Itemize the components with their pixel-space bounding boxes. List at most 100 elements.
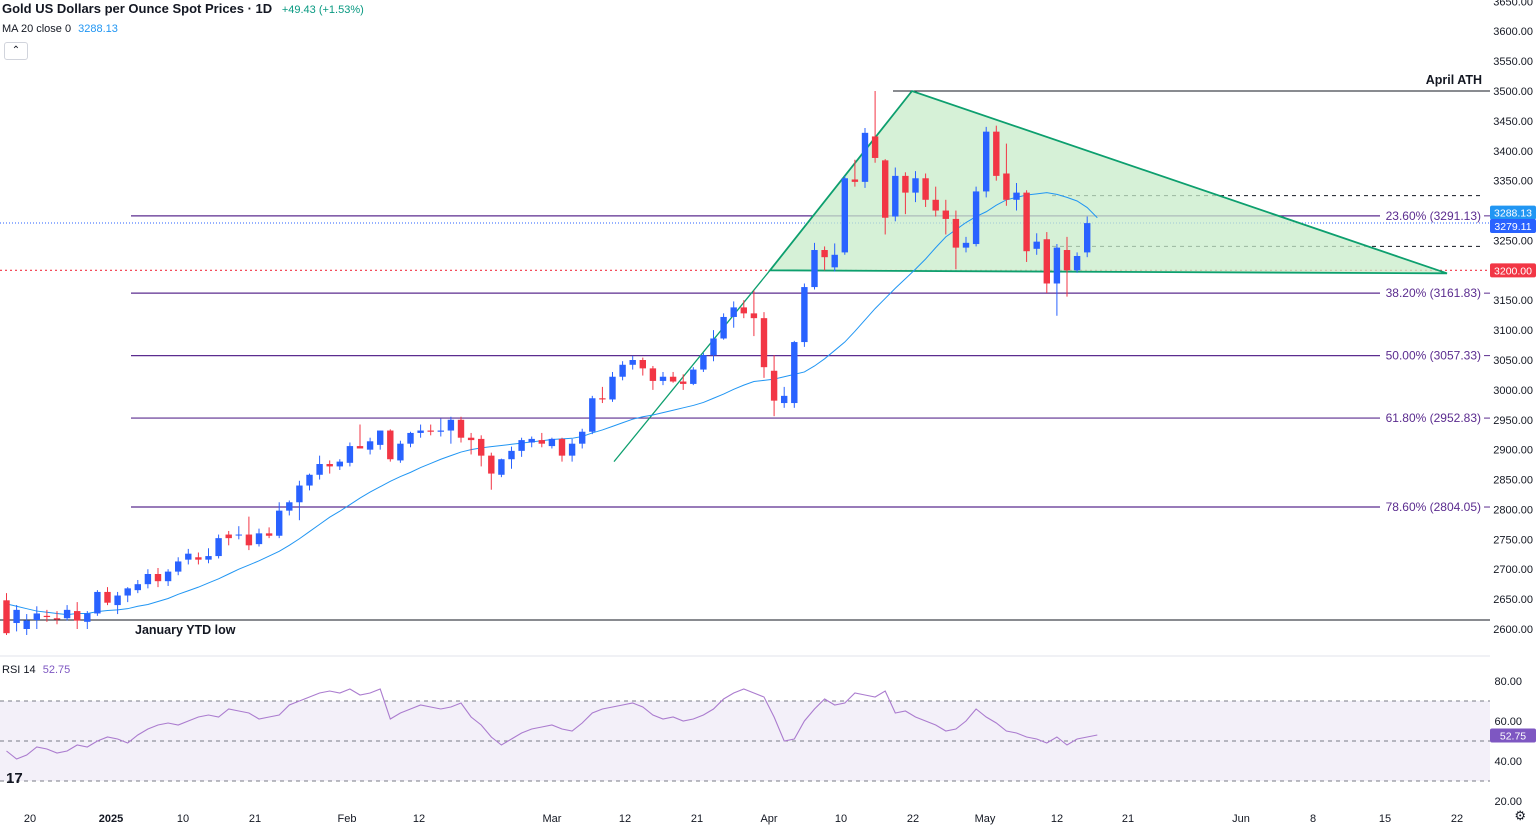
candle — [1084, 216, 1091, 258]
candle — [1033, 233, 1040, 255]
candle-body — [972, 191, 980, 245]
price-tick-label: 2850.00 — [1493, 475, 1533, 487]
candle — [760, 312, 768, 378]
ma-legend[interactable]: MA 20 close 0 3288.13 — [2, 23, 118, 35]
time-tick-label: May — [975, 813, 996, 825]
candle-body — [215, 538, 222, 557]
candle-body — [619, 364, 626, 377]
price-tick-label: 3600.00 — [1493, 26, 1533, 38]
candle — [649, 365, 657, 390]
candle-body — [579, 431, 586, 444]
candle-body — [760, 318, 768, 368]
candle — [286, 500, 293, 516]
candle-body — [962, 242, 970, 248]
candle-body — [922, 178, 929, 200]
candle-body — [548, 438, 556, 447]
candle — [336, 459, 343, 470]
candle — [265, 527, 273, 539]
candle-body — [164, 571, 172, 582]
time-tick-label: 12 — [413, 813, 425, 825]
candle — [94, 590, 101, 616]
candle-body — [993, 131, 1000, 176]
candle-body — [791, 342, 798, 404]
candle — [296, 480, 303, 521]
candle — [437, 418, 444, 437]
candle — [922, 173, 929, 207]
gear-icon[interactable]: ⚙ — [1514, 808, 1526, 823]
price-tick-label: 3550.00 — [1493, 56, 1533, 68]
candle-body — [306, 474, 313, 486]
candle-body — [407, 432, 414, 444]
candle-body — [235, 534, 242, 536]
candle — [215, 534, 222, 559]
price-tick-label: 3350.00 — [1493, 176, 1533, 188]
candle — [791, 340, 798, 408]
candle-body — [558, 438, 566, 456]
last-price-tag: 3279.11 — [1490, 219, 1536, 234]
candle-body — [912, 178, 919, 193]
candle-body — [781, 395, 788, 404]
candle-body — [387, 430, 394, 460]
candle — [831, 243, 838, 272]
candle — [750, 290, 758, 337]
candle-body — [508, 450, 515, 460]
candle-body — [104, 591, 111, 603]
candle — [690, 367, 697, 386]
candle-body — [568, 443, 576, 456]
candle-body — [377, 430, 384, 445]
candle-body — [467, 437, 475, 441]
candle-body — [720, 316, 727, 339]
candle — [1043, 232, 1050, 294]
rsi-legend[interactable]: RSI 14 52.75 — [2, 664, 70, 676]
rsi-line — [6, 688, 1098, 760]
time-tick-label: Mar — [543, 813, 562, 825]
candle-body — [94, 591, 101, 614]
price-tick-label: 2800.00 — [1493, 504, 1533, 516]
fib-label: 38.20% (3161.83) — [1386, 286, 1481, 300]
candle-body — [265, 533, 273, 536]
candle — [326, 460, 333, 474]
candle-body — [801, 287, 808, 343]
rsi-tick-label: 60.00 — [1494, 716, 1522, 728]
candle — [770, 355, 778, 417]
candle-body — [669, 376, 677, 382]
candle-body — [1073, 255, 1081, 271]
candle-body — [84, 613, 91, 622]
candle — [932, 186, 939, 217]
candle — [669, 371, 677, 383]
hline-price-tag-text: 3200.00 — [1494, 265, 1532, 277]
candle — [205, 548, 212, 564]
candle-body — [528, 438, 535, 443]
price-tick-label: 3250.00 — [1493, 235, 1533, 247]
candle — [84, 611, 91, 629]
price-tick-label: 3150.00 — [1493, 295, 1533, 307]
candle — [407, 431, 414, 448]
ma-price-tag: 3288.13 — [1490, 205, 1536, 220]
fib-label: 61.80% (2952.83) — [1386, 411, 1481, 425]
chevron-up-icon[interactable]: ⌃ — [4, 42, 28, 60]
candle-body — [730, 307, 737, 317]
candle — [154, 568, 162, 588]
price-tick-label: 3450.00 — [1493, 116, 1533, 128]
candle-body — [1013, 192, 1020, 200]
candle — [912, 171, 919, 203]
candle-body — [63, 609, 71, 619]
time-tick-label: 21 — [249, 813, 261, 825]
candle-body — [296, 485, 303, 503]
candle-body — [882, 160, 889, 218]
candle — [983, 126, 990, 198]
tradingview-logo-icon[interactable]: 17 — [6, 770, 23, 787]
candle-body — [245, 534, 253, 546]
price-tick-label: 3100.00 — [1493, 325, 1533, 337]
candle-body — [3, 600, 10, 634]
hline-price-tag: 3200.00 — [1490, 263, 1536, 278]
candle-body — [770, 370, 778, 401]
candle-body — [134, 584, 141, 591]
candle-body — [427, 430, 434, 432]
candle-body — [1033, 241, 1040, 249]
candle — [801, 283, 808, 347]
candle-body — [225, 534, 232, 539]
candle-body — [821, 250, 828, 258]
